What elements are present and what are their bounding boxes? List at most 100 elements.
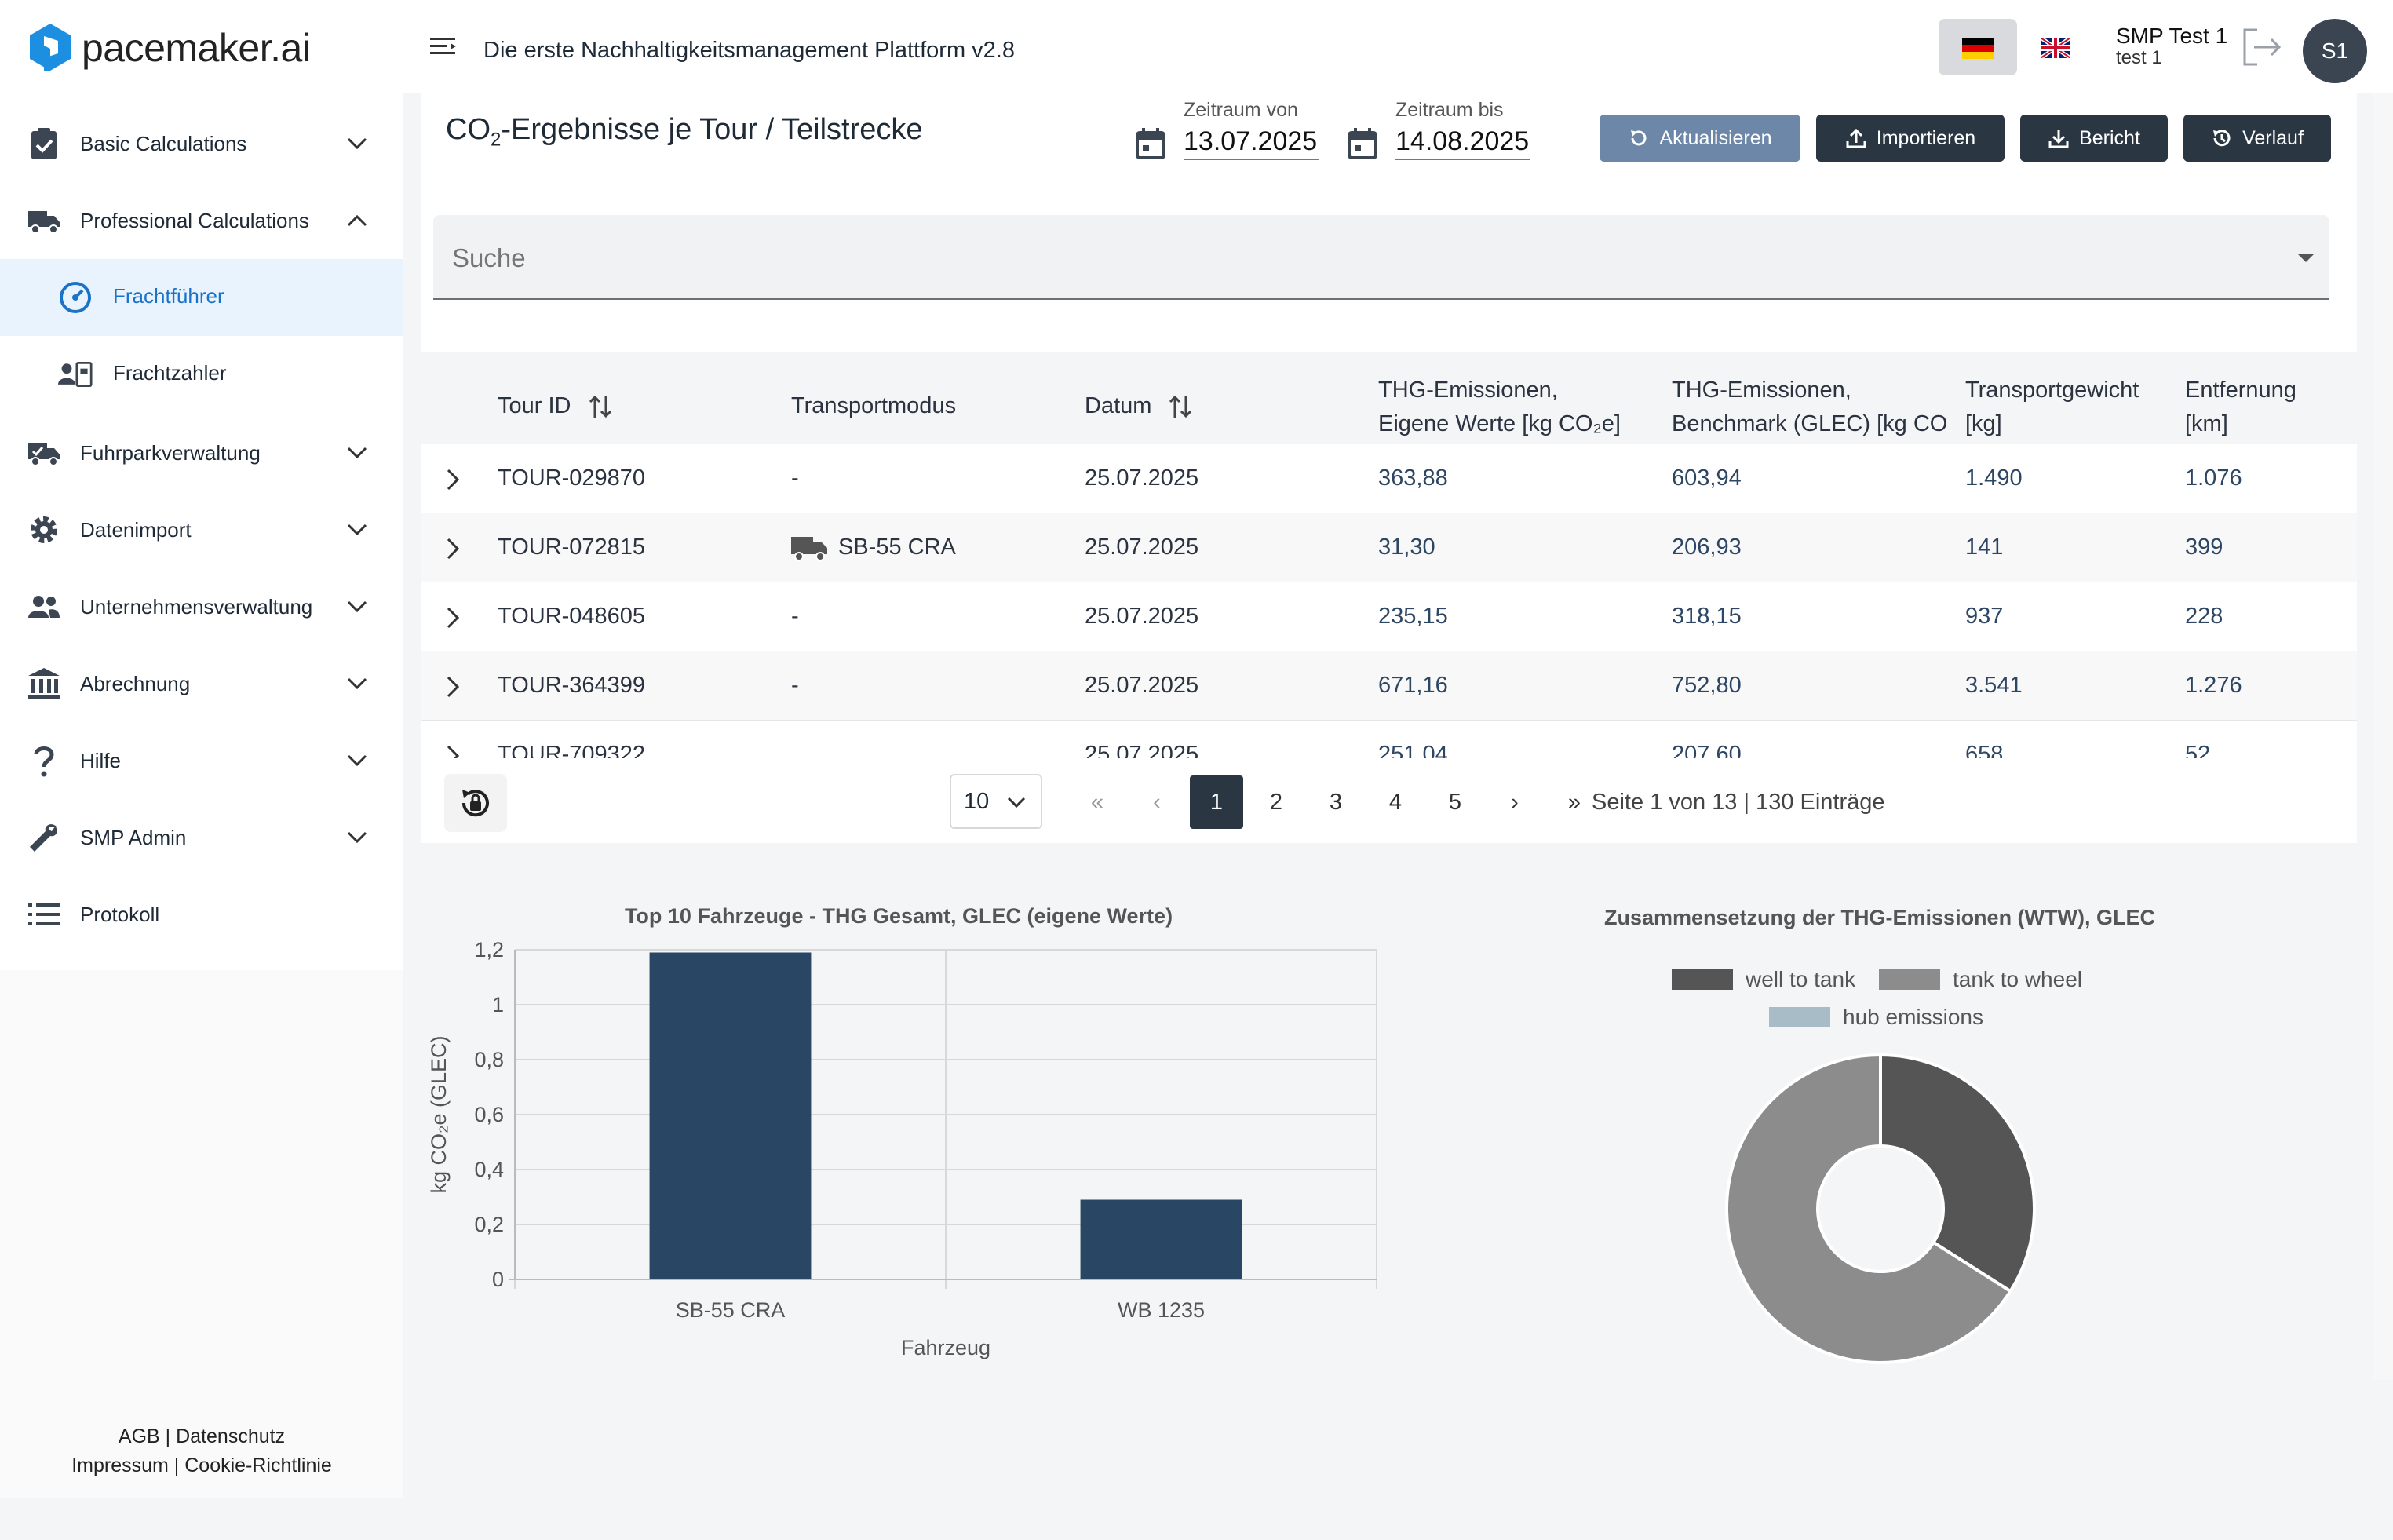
first-page-button[interactable]: « <box>1090 789 1104 815</box>
sidebar-item-unternehmensverwaltung[interactable]: Unternehmensverwaltung <box>0 568 403 645</box>
calendar-icon[interactable] <box>1347 127 1378 160</box>
donut-slice-well-to-tank[interactable] <box>1879 1053 2036 1294</box>
column-header-tour-id[interactable]: Tour ID <box>498 389 612 423</box>
sidebar-subitem-frachtfuehrer[interactable]: Frachtführer <box>0 259 403 336</box>
impressum-link[interactable]: Impressum <box>71 1454 169 1476</box>
cookie-link[interactable]: Cookie-Richtlinie <box>184 1454 332 1476</box>
menu-toggle-icon[interactable] <box>430 36 458 60</box>
donut-slice-tank-to-wheel[interactable] <box>1725 1053 2013 1364</box>
column-header-weight: Transportgewicht [kg] <box>1965 374 2139 441</box>
page-size-select[interactable]: 10 <box>950 774 1042 829</box>
sidebar-item-datenimport[interactable]: Datenimport <box>0 491 403 568</box>
table-row[interactable]: TOUR-364399 - 25.07.2025 671,16 752,80 3… <box>421 651 2357 721</box>
column-header-label: Tour ID <box>498 393 571 418</box>
sidebar-item-hilfe[interactable]: Hilfe <box>0 722 403 799</box>
people-icon <box>28 596 60 618</box>
gear-icon <box>31 516 57 543</box>
last-page-button[interactable]: » <box>1567 789 1581 815</box>
results-panel: CO2-Ergebnisse je Tour / Teilstrecke Zei… <box>421 93 2357 843</box>
legend-item-well-to-tank[interactable]: well to tank <box>1672 967 1855 992</box>
sort-icon[interactable] <box>1169 394 1192 419</box>
x-axis-label: Fahrzeug <box>901 1336 990 1359</box>
platform-title: Die erste Nachhaltigkeitsmanagement Plat… <box>483 38 1015 63</box>
bar <box>649 952 812 1279</box>
chevron-up-icon <box>347 214 367 227</box>
search-field[interactable] <box>433 215 2329 300</box>
table-row[interactable]: TOUR-048605 - 25.07.2025 235,15 318,15 9… <box>421 582 2357 651</box>
sidebar-subitem-frachtzahler[interactable]: Frachtzahler <box>0 336 403 413</box>
y-tick-label: 0,6 <box>474 1103 504 1126</box>
sidebar-item-smp-admin[interactable]: SMP Admin <box>0 799 403 876</box>
refresh-button[interactable]: Aktualisieren <box>1600 115 1800 162</box>
history-button[interactable]: Verlauf <box>2183 115 2331 162</box>
footer-separator: | <box>165 1425 171 1447</box>
column-header-date[interactable]: Datum <box>1085 389 1192 423</box>
next-page-button[interactable]: › <box>1511 789 1519 815</box>
date-from-label: Zeitraum von <box>1184 99 1298 121</box>
list-icon <box>28 903 60 925</box>
sort-icon[interactable] <box>589 394 612 419</box>
agb-link[interactable]: AGB <box>118 1425 160 1447</box>
sidebar-item-fuhrparkverwaltung[interactable]: Fuhrparkverwaltung <box>0 414 403 491</box>
cell-mode: SB-55 CRA <box>838 535 956 560</box>
sidebar-item-abrechnung[interactable]: Abrechnung <box>0 645 403 722</box>
date-from-field[interactable]: Zeitraum von 13.07.2025 <box>1184 99 1319 160</box>
footer-separator: | <box>173 1454 180 1476</box>
date-to-field[interactable]: Zeitraum bis 14.08.2025 <box>1395 99 1530 160</box>
import-label: Importieren <box>1876 126 1976 149</box>
donut-chart-title: Zusammensetzung der THG-Emissionen (WTW)… <box>1603 906 2156 929</box>
legend-item-tank-to-wheel[interactable]: tank to wheel <box>1879 967 2082 992</box>
table-row[interactable]: TOUR-709322 25.07.2025 251,04 207,60 658… <box>421 721 2357 758</box>
page-scrollbar[interactable] <box>2373 93 2393 1380</box>
sidebar-nav: Basic Calculations Professional Calculat… <box>0 93 403 970</box>
logo[interactable]: pacemaker.ai <box>28 22 311 74</box>
chevron-right-icon[interactable] <box>446 675 460 699</box>
legend-item-hub-emissions[interactable]: hub emissions <box>1769 1005 1983 1030</box>
column-header-line: THG-Emissionen, <box>1672 378 1851 403</box>
sidebar-item-label: Basic Calculations <box>80 131 247 155</box>
calendar-icon[interactable] <box>1135 127 1166 160</box>
language-de-button[interactable] <box>1939 19 2017 75</box>
sidebar-item-protokoll[interactable]: Protokoll <box>0 876 403 953</box>
reset-layout-button[interactable] <box>444 774 507 832</box>
cell-tour-id: TOUR-072815 <box>498 535 646 560</box>
chevron-right-icon[interactable] <box>446 468 460 491</box>
page-button-3[interactable]: 3 <box>1329 789 1343 815</box>
cell-tour-id: TOUR-029870 <box>498 465 646 491</box>
sidebar-item-label: Abrechnung <box>80 671 191 695</box>
date-from-value[interactable]: 13.07.2025 <box>1184 126 1319 160</box>
cell-weight: 1.490 <box>1965 465 2023 491</box>
chevron-right-icon[interactable] <box>446 606 460 630</box>
cell-emissions-own: 235,15 <box>1378 604 1448 629</box>
dropdown-caret-icon[interactable] <box>2296 253 2315 264</box>
avatar[interactable]: S1 <box>2303 19 2367 83</box>
prev-page-button[interactable]: ‹ <box>1153 789 1161 815</box>
table-row[interactable]: TOUR-029870 - 25.07.2025 363,88 603,94 1… <box>421 444 2357 513</box>
table-row[interactable]: TOUR-072815 SB-55 CRA 25.07.2025 31,30 2… <box>421 513 2357 582</box>
report-button[interactable]: Bericht <box>2020 115 2168 162</box>
chevron-right-icon[interactable] <box>446 537 460 560</box>
legend-swatch <box>1769 1007 1830 1027</box>
question-icon <box>34 746 54 777</box>
x-tick-label: WB 1235 <box>1118 1298 1205 1322</box>
sidebar-item-professional-calculations[interactable]: Professional Calculations <box>0 182 403 259</box>
page-button-4[interactable]: 4 <box>1388 789 1403 815</box>
date-to-value[interactable]: 14.08.2025 <box>1395 126 1530 160</box>
search-input[interactable] <box>452 239 2257 278</box>
cell-mode: - <box>791 673 799 698</box>
chevron-right-icon[interactable] <box>446 744 460 758</box>
sidebar-item-basic-calculations[interactable]: Basic Calculations <box>0 105 403 182</box>
page-button-5[interactable]: 5 <box>1448 789 1462 815</box>
cell-emissions-own: 251,04 <box>1378 742 1448 758</box>
import-button[interactable]: Importieren <box>1816 115 2005 162</box>
column-header-line: Entfernung <box>2185 378 2296 403</box>
page-button-1[interactable]: 1 <box>1190 775 1243 829</box>
logout-icon[interactable] <box>2240 27 2282 68</box>
cell-mode: - <box>791 465 799 491</box>
datenschutz-link[interactable]: Datenschutz <box>176 1425 286 1447</box>
cell-tour-id: TOUR-709322 <box>498 742 646 758</box>
chevron-down-icon <box>347 831 367 844</box>
cell-distance: 228 <box>2185 604 2223 629</box>
uk-flag-icon[interactable] <box>2041 38 2070 58</box>
page-button-2[interactable]: 2 <box>1269 789 1283 815</box>
